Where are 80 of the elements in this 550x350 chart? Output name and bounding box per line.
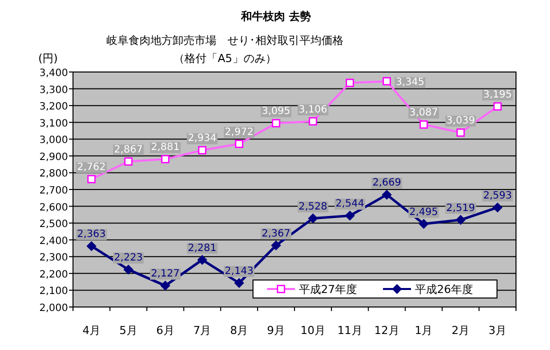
data-label: 2,143 — [224, 266, 254, 277]
x-tick-label: 5月 — [119, 324, 138, 337]
point — [308, 213, 318, 224]
data-label: 2,127 — [150, 268, 180, 280]
chart-subtitle: 岐阜食肉地方卸売市場 せり･相対取引平均価格 — [106, 34, 344, 47]
y-tick-label: 3,400 — [39, 68, 68, 79]
x-tick-label: 3月 — [488, 324, 507, 337]
data-label: 2,495 — [409, 206, 438, 218]
x-tick-label: 4月 — [82, 324, 100, 337]
point — [382, 190, 392, 200]
x-tick-label: 12月 — [374, 324, 400, 337]
y-tick-label: 2,500 — [39, 219, 68, 230]
point — [123, 264, 134, 275]
data-label: 2,223 — [114, 252, 143, 264]
y-tick-label: 3,000 — [39, 135, 68, 146]
x-tick-label: 7月 — [193, 324, 212, 337]
text: （格付「A5」のみ） — [174, 52, 276, 65]
data-label: 2,367 — [262, 228, 290, 240]
y-tick-label: 2,800 — [39, 168, 68, 180]
point — [308, 117, 318, 126]
data-label: 2,762 — [77, 162, 106, 174]
y-tick-label: 3,200 — [39, 102, 68, 113]
point — [124, 157, 133, 166]
y-tick-label: 2,900 — [39, 152, 68, 163]
legend-label: 平成27年度 — [299, 283, 357, 296]
point — [198, 146, 206, 154]
y-tick-label: 2,700 — [39, 186, 68, 196]
data-label: 3,106 — [298, 104, 328, 116]
data-label: 2,363 — [77, 229, 106, 240]
point — [456, 214, 466, 225]
data-label: 2,972 — [224, 126, 254, 138]
data-label: 2,593 — [483, 190, 512, 202]
point — [234, 140, 244, 148]
y-tick-label: 2,100 — [39, 286, 68, 298]
x-tick-label: 2月 — [452, 324, 470, 337]
data-label: 2,519 — [446, 202, 475, 214]
data-label: 2,934 — [188, 133, 217, 144]
y-tick-label: 2,600 — [39, 202, 68, 214]
y-tick-label: 2,300 — [39, 252, 68, 264]
point — [272, 119, 280, 128]
y-tick-label: 3,100 — [39, 118, 68, 130]
point — [87, 174, 96, 184]
point — [492, 202, 503, 212]
point — [418, 218, 429, 229]
x-tick-label: 6月 — [156, 324, 174, 337]
data-label: 2,669 — [372, 178, 402, 189]
y-tick-label: 2,000 — [39, 303, 68, 314]
legend-label: 平成26年度 — [415, 283, 473, 296]
y-axis-title: (円) — [38, 52, 58, 65]
data-label: 2,544 — [336, 198, 364, 210]
point — [161, 154, 170, 164]
point — [160, 280, 170, 291]
x-tick-label: 11月 — [337, 324, 362, 337]
point — [86, 241, 96, 252]
point — [382, 77, 391, 86]
x-tick-label: 1月 — [414, 324, 433, 337]
x-tick-label: 9月 — [267, 324, 286, 337]
point — [344, 210, 355, 221]
data-label: 3,345 — [396, 77, 424, 88]
data-label: 2,867 — [114, 144, 143, 156]
data-label: 2,881 — [150, 142, 180, 154]
data-label: 2,528 — [298, 201, 328, 212]
point — [493, 102, 502, 111]
data-label: 3,087 — [409, 108, 438, 119]
point — [271, 240, 282, 250]
y-tick-label: 3,300 — [39, 84, 68, 96]
point — [456, 128, 465, 137]
data-label: 2,281 — [188, 242, 217, 254]
data-label: 3,039 — [446, 116, 475, 127]
y-tick-label: 2,400 — [39, 236, 68, 247]
point — [234, 278, 244, 288]
y-tick-label: 2,200 — [39, 269, 68, 280]
chart-title: 和牛枝肉 去勢 — [240, 10, 311, 23]
data-label: 3,195 — [483, 89, 512, 100]
x-tick-label: 10月 — [300, 324, 326, 337]
point — [420, 120, 428, 129]
point — [197, 254, 208, 265]
data-label: 3,095 — [262, 106, 290, 118]
x-tick-label: 8月 — [230, 324, 248, 337]
point — [346, 78, 354, 88]
